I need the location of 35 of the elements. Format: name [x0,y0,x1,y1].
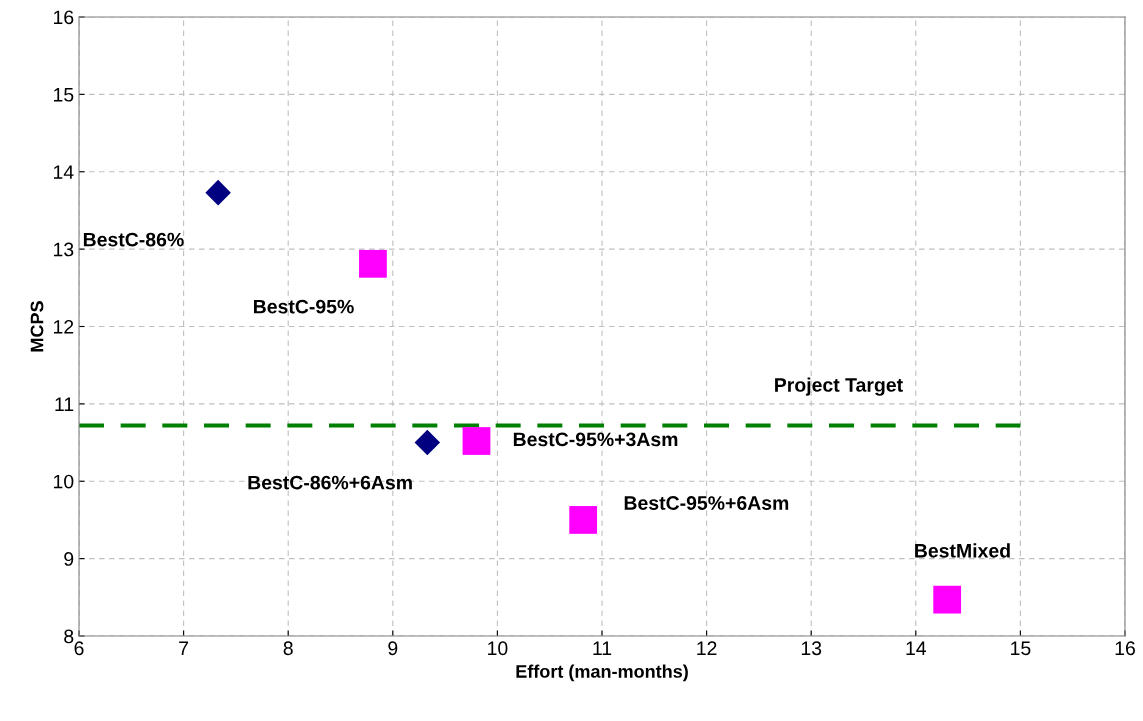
annotation: BestC-86%+6Asm [248,475,412,490]
y-tick-label: 10 [54,474,74,489]
annotation: BestC-86% [83,232,184,247]
annotation: BestC-95%+3Asm [513,432,678,447]
x-tick-label: 10 [488,641,508,656]
y-tick-label: 13 [54,242,74,257]
x-axis-title: Effort (man-months) [516,664,688,682]
x-tick-label: 9 [388,641,398,656]
y-tick-label: 16 [54,10,74,25]
point [933,585,962,614]
y-tick-label: 12 [54,319,74,334]
y-tick-label: 8 [64,629,74,644]
y-tick-label: 11 [55,397,74,411]
point [414,429,441,456]
x-tick-label: 16 [1115,641,1135,656]
point [359,249,387,278]
x-tick-label: 12 [697,641,717,655]
y-tick-label: 15 [54,88,74,102]
y-axis-title: MCPS [30,301,44,352]
x-tick-label: 13 [801,641,822,656]
x-tick-label: 7 [179,641,189,655]
point [205,179,231,206]
y-tick-label: 14 [54,165,74,179]
x-tick-label: 6 [74,641,84,656]
annotation: BestC-95% [253,299,354,314]
x-tick-label: 11 [593,641,612,655]
series-label: Project Target [775,377,903,396]
x-tick-label: 14 [906,641,927,655]
annotation: BestC-95%+6Asm [624,496,789,510]
x-tick-label: 15 [1011,641,1031,656]
point [462,427,491,455]
annotation: BestMixed [915,543,1010,558]
x-tick-label: 8 [283,641,293,656]
point [569,506,598,534]
y-tick-label: 9 [64,552,74,566]
